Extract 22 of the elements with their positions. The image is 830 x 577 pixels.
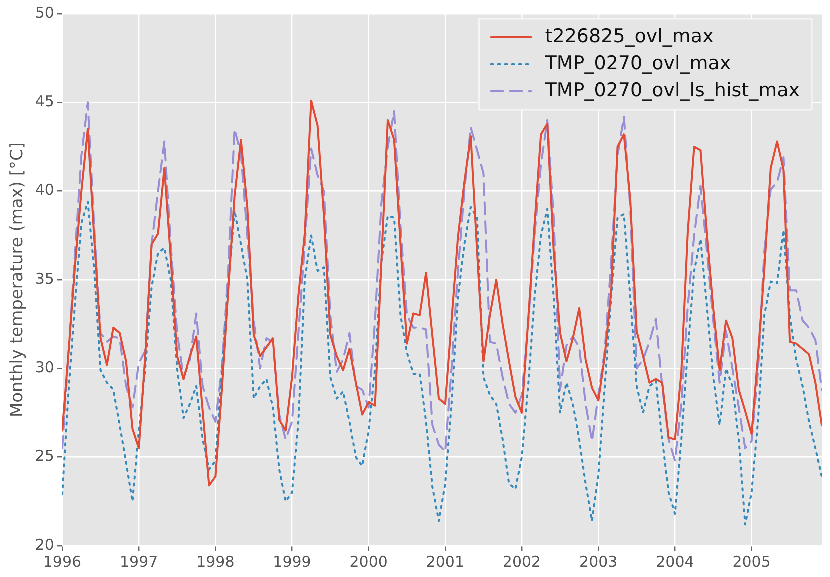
x-tick-label: 2002 [502,552,542,571]
legend-label: TMP_0270_ovl_max [544,52,732,74]
x-tick-label: 1998 [196,552,235,571]
x-tick-label: 1997 [120,552,158,571]
x-tick-label: 2000 [350,552,388,571]
y-tick-label: 20 [35,536,54,554]
x-tick-label: 1996 [43,552,82,571]
legend-label: t226825_ovl_max [545,25,714,48]
y-tick-label: 40 [35,181,54,200]
x-tick-label: 2003 [580,552,618,571]
y-tick-label: 30 [35,358,54,377]
x-tick-label: 2001 [426,552,465,571]
y-tick-label: 25 [35,447,54,466]
line-series [62,200,822,526]
y-tick-label: 45 [35,92,54,111]
x-tick-label: 1999 [273,552,312,571]
y-tick-label: 50 [35,4,54,22]
x-tick-label: 2005 [732,552,771,571]
legend-label: TMP_0270_ovl_ls_hist_max [544,79,800,102]
y-tick-label: 35 [35,270,54,288]
x-tick-label: 2004 [656,552,694,571]
y-axis-title: Monthly temperature (max) [°C] [8,142,28,418]
